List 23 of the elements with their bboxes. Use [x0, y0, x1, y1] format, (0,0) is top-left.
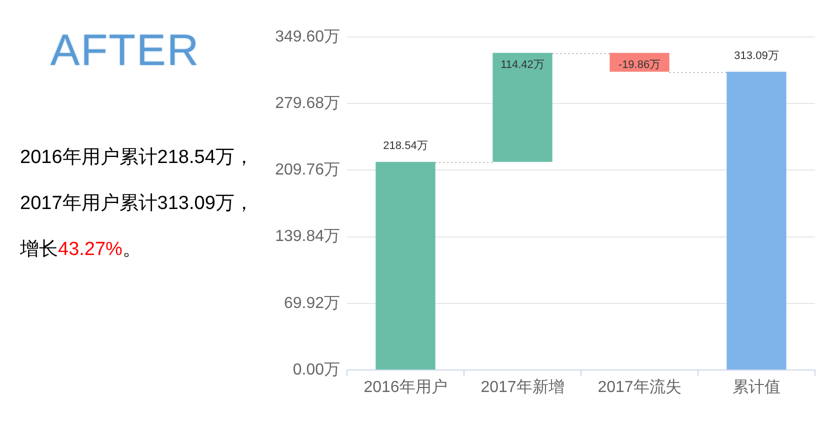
x-tick-label: 2016年用户 [364, 378, 448, 396]
text: 2016年用户累计218.54万， [20, 147, 254, 168]
bar [492, 52, 552, 162]
x-tick-label: 累计值 [732, 378, 780, 396]
y-tick-label: 69.92万 [284, 294, 340, 312]
text: 增长 [20, 239, 58, 260]
data-label: -19.86万 [618, 58, 661, 71]
data-label: 218.54万 [383, 140, 428, 152]
data-label: 313.09万 [734, 50, 779, 62]
bar [726, 72, 786, 370]
y-tick-label: 349.60万 [275, 28, 340, 46]
x-tick-label: 2017年流失 [598, 378, 682, 396]
y-tick-label: 279.68万 [275, 95, 340, 112]
text: 43.27% [58, 239, 122, 260]
text: 。 [122, 239, 142, 260]
y-tick-label: 209.76万 [275, 162, 340, 179]
text: 2017年用户累计313.09万， [20, 193, 254, 214]
bar [376, 162, 436, 370]
data-label: 114.42万 [500, 58, 544, 71]
x-tick-label: 2017年新增 [480, 378, 564, 396]
y-tick-label: 139.84万 [275, 228, 340, 246]
chart-title: AFTER [49, 26, 201, 76]
y-tick-label: 0.00万 [292, 361, 340, 378]
